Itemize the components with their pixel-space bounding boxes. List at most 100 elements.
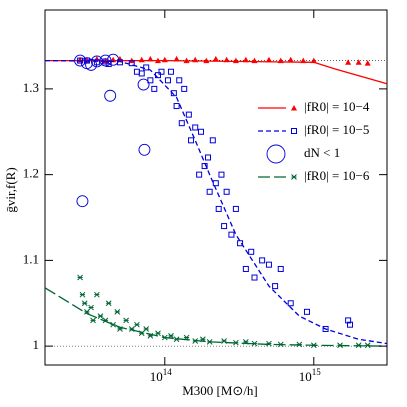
cross-marker bbox=[161, 334, 168, 341]
square-marker bbox=[151, 85, 158, 92]
cross-marker bbox=[138, 330, 145, 337]
cross-marker bbox=[110, 321, 116, 328]
y-tick-label: 1.2 bbox=[23, 166, 39, 181]
y-tick-label: 1.3 bbox=[23, 80, 39, 95]
cross-marker bbox=[123, 317, 129, 324]
triangle-marker bbox=[192, 56, 199, 63]
cross-marker bbox=[168, 332, 174, 339]
circle-marker bbox=[266, 144, 286, 164]
triangle-marker bbox=[291, 105, 297, 111]
square-marker bbox=[232, 205, 239, 212]
square-marker bbox=[196, 171, 203, 178]
circle-marker bbox=[104, 89, 117, 102]
triangle-marker bbox=[300, 57, 307, 64]
square-marker bbox=[77, 57, 84, 64]
square-marker bbox=[248, 248, 255, 255]
square-marker bbox=[188, 137, 195, 144]
circle-marker bbox=[76, 195, 89, 208]
cross-marker bbox=[155, 330, 161, 337]
cross-marker bbox=[128, 326, 135, 332]
x-tick-label: 1015 bbox=[299, 367, 322, 384]
circle-marker bbox=[107, 53, 120, 66]
square-marker bbox=[181, 85, 188, 92]
square-marker bbox=[303, 308, 310, 315]
cross-marker bbox=[364, 342, 371, 349]
cross-marker bbox=[291, 174, 297, 180]
triangle-marker bbox=[223, 56, 230, 63]
square-marker bbox=[209, 137, 216, 144]
square-marker bbox=[147, 77, 154, 84]
triangle-marker bbox=[161, 56, 168, 63]
plot-frame bbox=[44, 9, 388, 366]
cross-marker bbox=[277, 341, 284, 348]
square-marker bbox=[170, 90, 177, 97]
triangle-marker bbox=[173, 55, 180, 62]
square-marker bbox=[237, 240, 244, 247]
square-marker bbox=[158, 68, 165, 75]
tick-exponent: 14 bbox=[163, 367, 173, 377]
square-marker bbox=[272, 283, 279, 290]
legend-label: |fR0| = 10−5 bbox=[304, 122, 369, 137]
plot-area bbox=[45, 53, 387, 349]
square-marker bbox=[277, 265, 284, 272]
square-marker bbox=[218, 171, 225, 178]
square-marker bbox=[287, 300, 294, 307]
square-marker bbox=[212, 180, 219, 187]
cross-marker bbox=[337, 342, 343, 349]
cross-marker bbox=[90, 317, 96, 324]
square-marker bbox=[251, 274, 258, 281]
triangle-marker bbox=[265, 56, 272, 63]
square-marker bbox=[242, 265, 249, 272]
cross-marker bbox=[296, 341, 303, 348]
triangle-marker bbox=[138, 56, 145, 63]
square-marker bbox=[223, 188, 230, 195]
cross-marker bbox=[243, 338, 249, 345]
triangle-marker bbox=[310, 57, 317, 64]
cross-marker bbox=[192, 338, 199, 344]
square-marker bbox=[178, 120, 185, 127]
square-marker bbox=[138, 70, 145, 77]
triangle-marker bbox=[287, 56, 294, 63]
square-marker bbox=[215, 205, 222, 212]
square-marker bbox=[201, 163, 208, 170]
triangle-marker bbox=[212, 55, 219, 62]
square-marker bbox=[259, 257, 266, 264]
cross-marker bbox=[97, 313, 104, 319]
square-marker bbox=[185, 111, 192, 118]
square-marker bbox=[205, 154, 212, 161]
square-marker bbox=[192, 124, 199, 131]
y-tick-label: 1 bbox=[33, 337, 40, 352]
tick-exponent: 15 bbox=[312, 367, 322, 377]
triangle-marker bbox=[232, 57, 239, 64]
tick-base: 10 bbox=[299, 369, 312, 384]
square-marker bbox=[105, 61, 112, 68]
cross-marker bbox=[117, 326, 123, 332]
cross-marker bbox=[183, 334, 190, 341]
triangle-marker bbox=[203, 57, 210, 64]
cross-marker bbox=[102, 317, 109, 324]
legend-label: dN < 1 bbox=[304, 145, 340, 160]
square-marker bbox=[198, 128, 205, 135]
cross-marker bbox=[114, 308, 121, 315]
square-marker bbox=[221, 223, 228, 230]
square-marker bbox=[176, 77, 183, 84]
triangle-marker bbox=[183, 57, 190, 64]
triangle-marker bbox=[345, 59, 352, 65]
model-line bbox=[45, 59, 387, 345]
square-marker bbox=[265, 261, 272, 268]
square-marker bbox=[116, 59, 123, 66]
cross-marker bbox=[266, 340, 272, 347]
circle-marker bbox=[137, 78, 150, 91]
cross-marker bbox=[251, 340, 258, 347]
square-marker bbox=[291, 128, 297, 134]
triangle-marker bbox=[154, 57, 161, 64]
square-marker bbox=[347, 321, 354, 328]
x-axis-label: M300 [M⊙/h] bbox=[182, 383, 258, 398]
y-tick-label: 1.1 bbox=[23, 251, 39, 266]
circle-marker bbox=[90, 55, 103, 68]
cross-marker bbox=[233, 339, 239, 346]
cross-marker bbox=[134, 321, 140, 328]
cross-marker bbox=[310, 342, 317, 349]
cross-marker bbox=[77, 274, 83, 281]
